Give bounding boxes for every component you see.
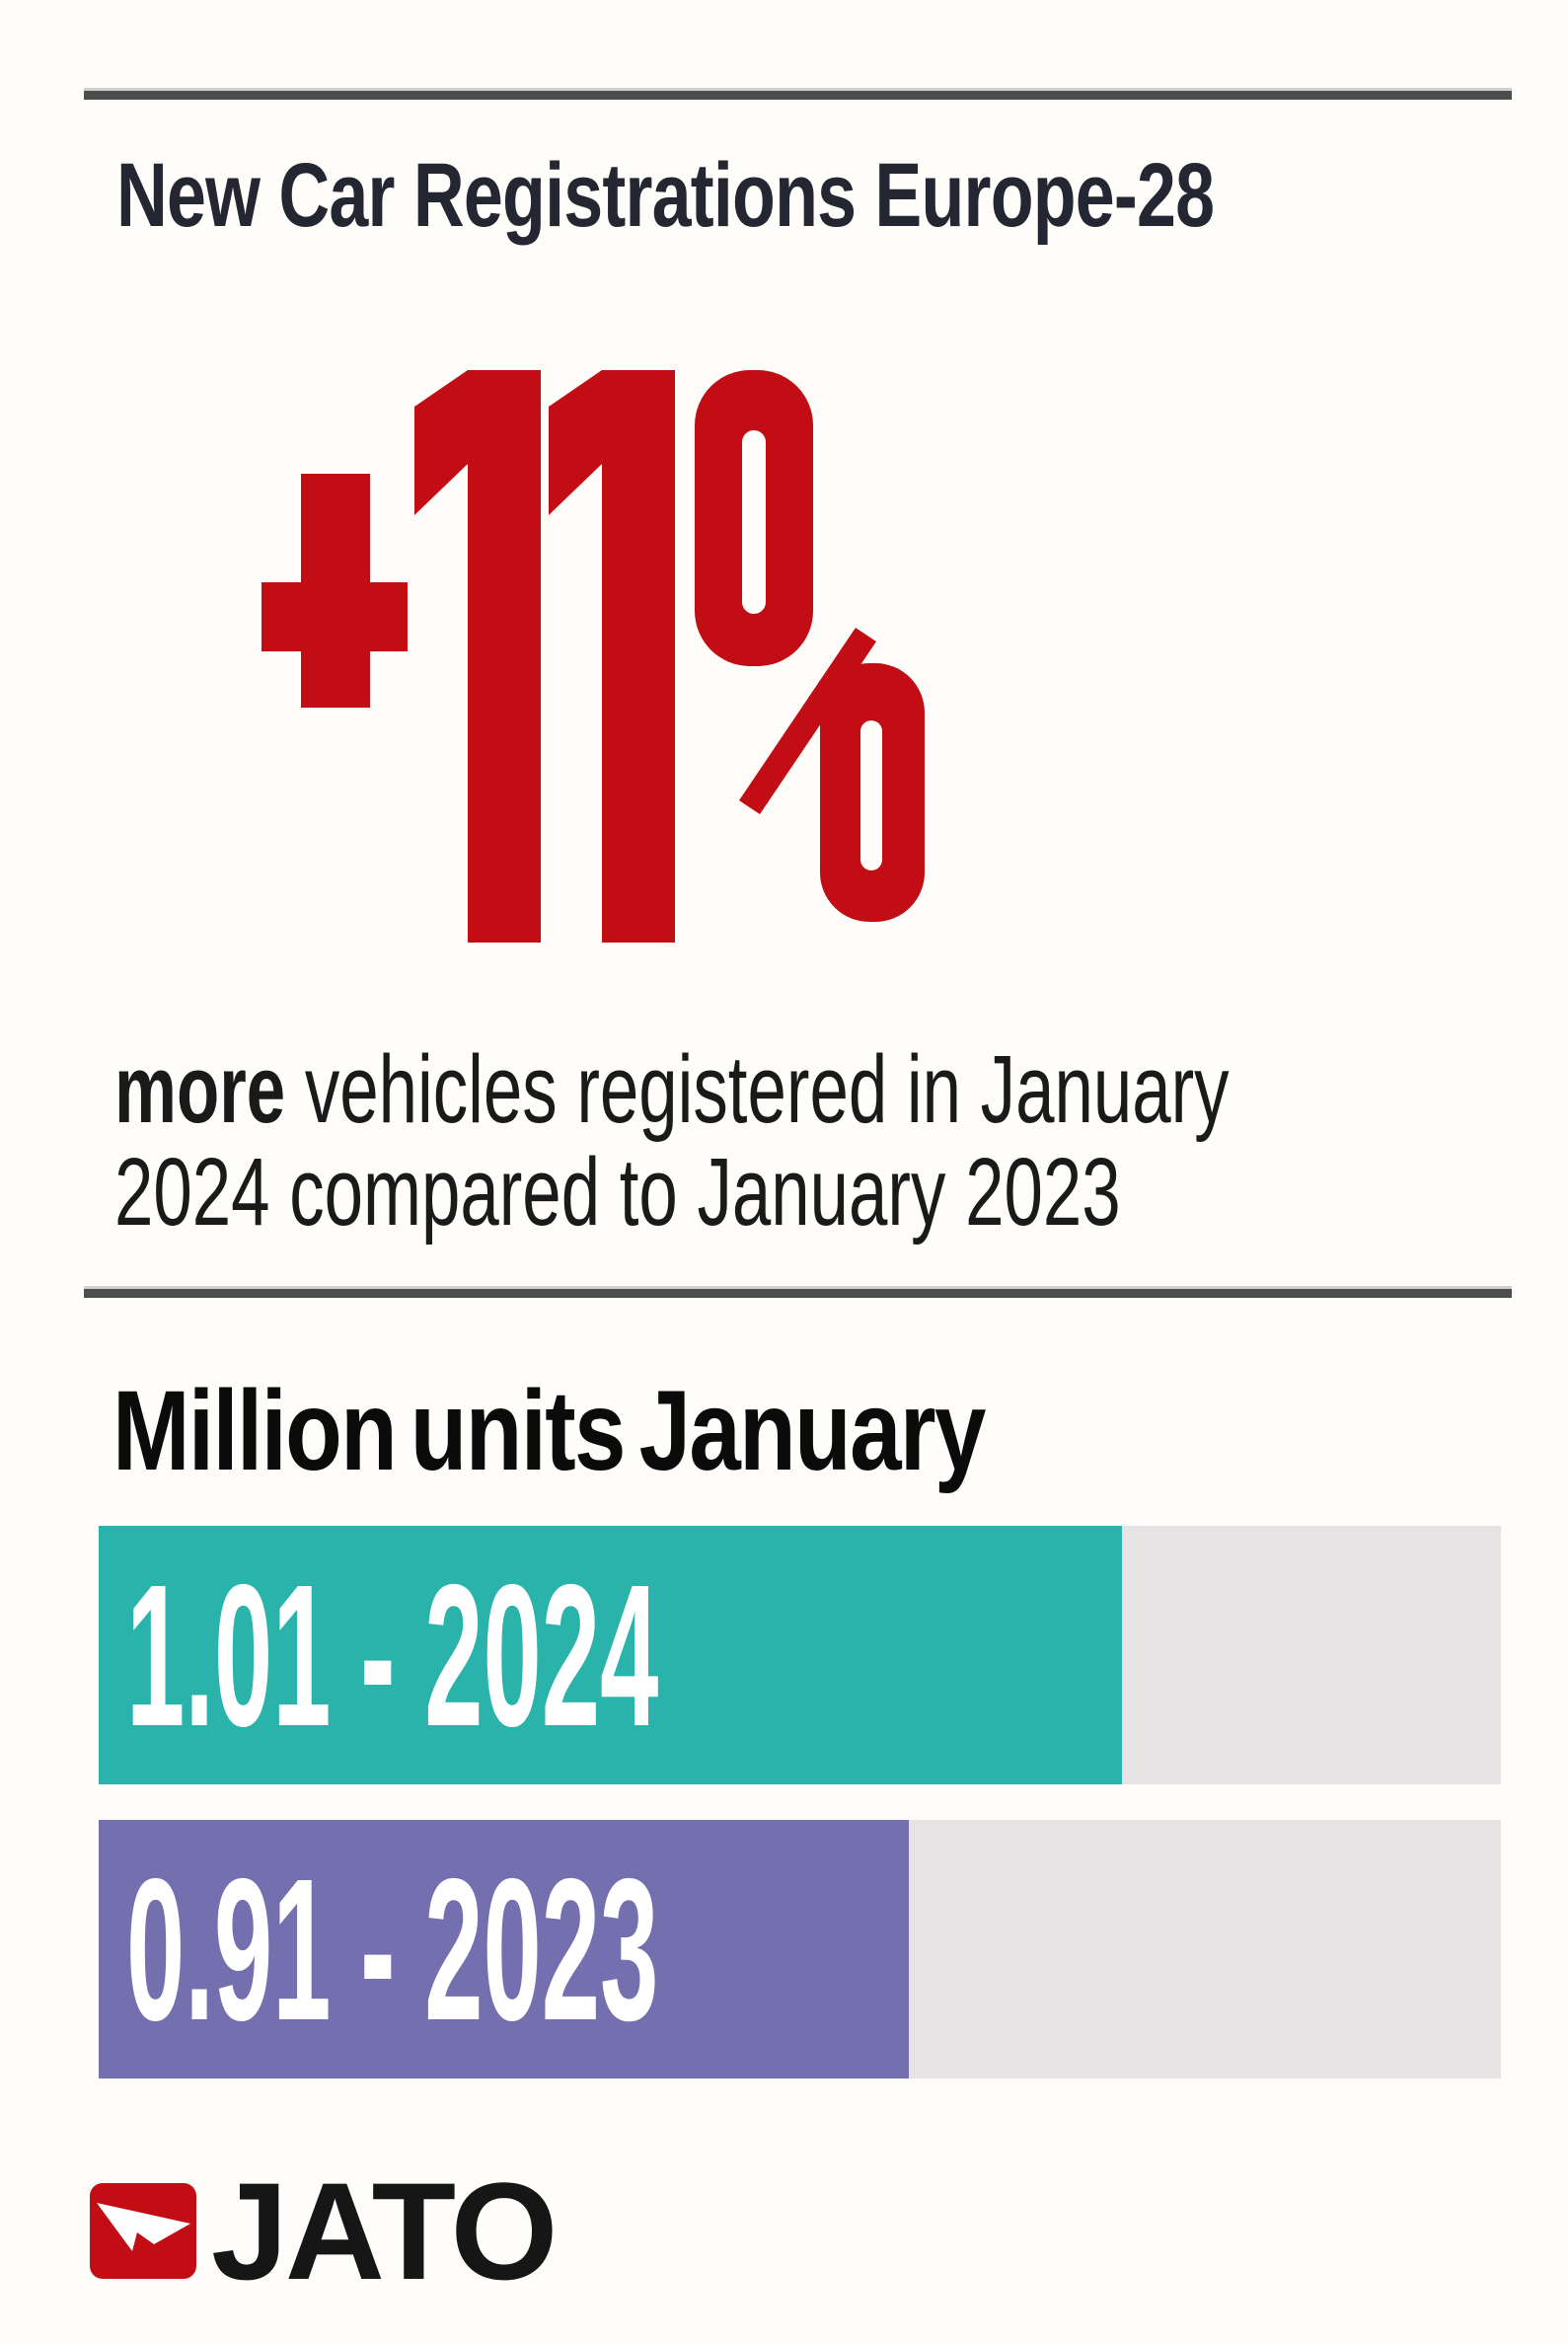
bar-2024: 1.01 - 2024	[99, 1526, 1123, 1784]
bar-track-2024: 1.01 - 2024	[99, 1526, 1501, 1784]
digit-one-flag	[549, 370, 602, 515]
statement-text: more vehicles registered in January 2024…	[114, 1038, 1230, 1244]
bar-track-2023: 0.91 - 2023	[99, 1820, 1501, 2078]
jato-arrow-icon	[97, 2203, 190, 2251]
digit-one-stem	[602, 370, 675, 943]
statement-line-1: more vehicles registered in January	[114, 1038, 1230, 1141]
bar-2023: 0.91 - 2023	[99, 1820, 910, 2078]
plus-11-percent-graphic	[261, 370, 925, 943]
digit-one-flag	[414, 370, 468, 515]
plus-11-percent-shapes	[261, 370, 925, 943]
statement-line-2: 2024 compared to January 2023	[114, 1138, 1121, 1246]
percent-upper-o-slit	[742, 430, 766, 614]
chart-title: Million units January	[112, 1368, 986, 1494]
top-divider	[84, 91, 1512, 100]
jato-logo-mark	[90, 2183, 196, 2279]
bar-label-2024: 1.01 - 2024	[126, 1542, 659, 1769]
middle-divider	[84, 1289, 1512, 1298]
statement-line-1-rest: vehicles registered in January	[285, 1035, 1230, 1143]
bar-label-2023: 0.91 - 2023	[126, 1836, 659, 2063]
statement-emphasis: more	[114, 1035, 286, 1143]
percent-lower-o-slit	[860, 720, 882, 870]
jato-logo-text: JATO	[211, 2154, 558, 2308]
plus-icon-bar	[261, 582, 408, 651]
page-title: New Car Registrations Europe-28	[116, 145, 1215, 246]
digit-one-stem	[468, 370, 541, 943]
